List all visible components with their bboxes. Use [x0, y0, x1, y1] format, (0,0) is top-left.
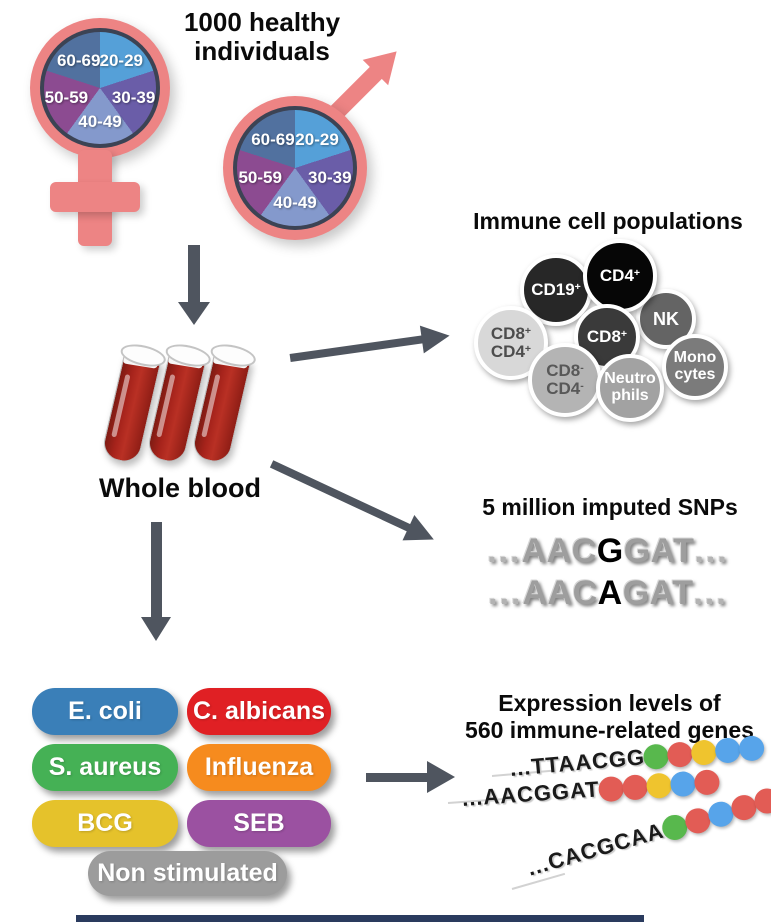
expression-dot: [690, 738, 718, 766]
expression-dot: [714, 736, 742, 764]
stimulus-pill-influenza: Influenza: [187, 744, 331, 791]
expression-dot: [642, 742, 670, 770]
immune-populations-title: Immune cell populations: [473, 208, 743, 234]
stimulus-pill-nonstimulated: Non stimulated: [88, 851, 287, 896]
arrow-blood-to-stimuli-icon: [141, 522, 173, 648]
age-label-20-29: 20-29: [99, 51, 144, 71]
female-age-pie: 20-29 30-39 40-49 50-59 60-69: [44, 32, 156, 144]
age-label-40-49: 40-49: [78, 111, 122, 131]
expression-dot: [738, 734, 766, 762]
male-pie-ring: 20-29 30-39 40-49 50-59 60-69: [233, 106, 357, 230]
age-label-50-59: 50-59: [44, 88, 89, 108]
arrow-blood-to-cells-icon: [288, 319, 456, 372]
stimulus-pill-calbicans: C. albicans: [187, 688, 331, 735]
expression-dot: [645, 771, 673, 799]
stimulus-pill-bcg: BCG: [32, 800, 178, 847]
stimulus-pill-saureus: S. aureus: [32, 744, 178, 791]
snp-sequence-1: ...AACGGAT...: [487, 532, 729, 570]
expression-dot: [666, 740, 694, 768]
cell-monocytes: Mono cytes: [662, 334, 728, 400]
arrow-stimuli-to-expression-icon: [366, 761, 458, 793]
stimulus-pill-seb: SEB: [187, 800, 331, 847]
male-age-pie: 20-29 30-39 40-49 50-59 60-69: [237, 110, 353, 226]
cell-cd8neg-cd4neg: CD8- CD4-: [528, 343, 602, 417]
expression-dot: [693, 768, 721, 796]
bottom-cropped-bar: [76, 915, 644, 922]
snp-sequence-2: ...AACAGAT...: [488, 574, 728, 612]
whole-blood-label: Whole blood: [99, 473, 261, 503]
female-pie-ring: 20-29 30-39 40-49 50-59 60-69: [40, 28, 160, 148]
stimulus-pill-ecoli: E. coli: [32, 688, 178, 735]
age-label-50-59: 50-59: [238, 168, 282, 188]
cell-cd4: CD4+: [583, 239, 657, 313]
snps-title: 5 million imputed SNPs: [482, 494, 738, 520]
expression-dot: [597, 775, 625, 802]
arrow-blood-to-snps-icon: [266, 449, 444, 553]
cell-neutrophils: Neutro phils: [596, 354, 664, 422]
age-label-40-49: 40-49: [273, 192, 317, 212]
expression-dot: [669, 770, 697, 797]
cohort-title: 1000 healthy individuals: [183, 7, 341, 67]
expression-title: Expression levels of 560 immune-related …: [465, 690, 754, 744]
age-label-30-39: 30-39: [111, 88, 156, 108]
age-label-60-69: 60-69: [251, 130, 295, 150]
arrow-cohort-to-blood-icon: [177, 245, 211, 325]
age-label-20-29: 20-29: [295, 130, 339, 150]
male-circle: 20-29 30-39 40-49 50-59 60-69: [223, 96, 367, 240]
age-label-30-39: 30-39: [308, 168, 352, 188]
expression-dot: [621, 773, 649, 801]
cell-cd8pos-cd4pos: CD8+ CD4+: [474, 306, 548, 380]
female-circle: 20-29 30-39 40-49 50-59 60-69: [30, 18, 170, 158]
female-symbol-crossbar: [50, 182, 140, 212]
age-label-60-69: 60-69: [56, 51, 101, 71]
